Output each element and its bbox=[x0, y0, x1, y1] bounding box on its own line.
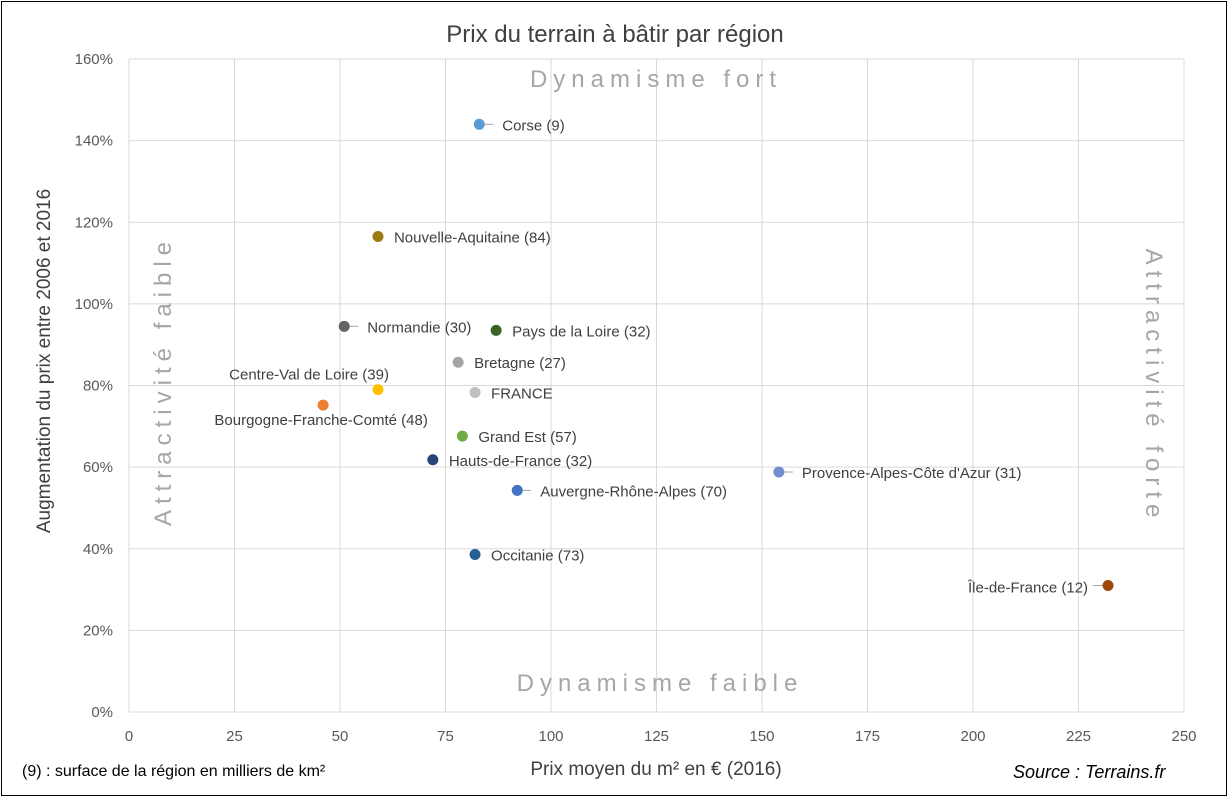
x-tick-label: 125 bbox=[644, 728, 669, 745]
data-label: Centre-Val de Loire (39) bbox=[229, 367, 389, 384]
x-tick-label: 200 bbox=[960, 728, 985, 745]
data-label: FRANCE bbox=[491, 385, 553, 402]
data-label: Occitanie (73) bbox=[491, 547, 584, 564]
y-tick-label: 40% bbox=[83, 541, 113, 558]
x-tick-label: 150 bbox=[749, 728, 774, 745]
y-tick-label: 80% bbox=[83, 378, 113, 395]
data-point bbox=[773, 466, 785, 478]
quadrant-label-bottom: Dynamisme faible bbox=[517, 670, 804, 697]
x-tick-label: 175 bbox=[855, 728, 880, 745]
x-tick-label: 250 bbox=[1171, 728, 1196, 745]
x-tick-label: 75 bbox=[437, 728, 454, 745]
y-tick-label: 140% bbox=[75, 133, 113, 150]
data-label: Bretagne (27) bbox=[474, 355, 566, 372]
x-tick-label: 225 bbox=[1066, 728, 1091, 745]
data-point bbox=[452, 356, 464, 368]
data-label: Pays de la Loire (32) bbox=[512, 323, 650, 340]
y-axis-label: Augmentation du prix entre 2006 et 2016 bbox=[34, 189, 55, 533]
quadrant-label-left: Attractivité faible bbox=[150, 236, 177, 526]
quadrant-label-right: Attractivité forte bbox=[1140, 249, 1167, 524]
y-tick-label: 0% bbox=[91, 704, 113, 721]
x-tick-label: 0 bbox=[125, 728, 133, 745]
source-credit: Source : Terrains.fr bbox=[1013, 762, 1166, 782]
data-point bbox=[427, 454, 439, 466]
data-label: Hauts-de-France (32) bbox=[449, 453, 592, 470]
data-point bbox=[456, 430, 468, 442]
footnote: (9) : surface de la région en milliers d… bbox=[22, 763, 326, 780]
x-tick-label: 100 bbox=[538, 728, 563, 745]
data-point bbox=[372, 231, 384, 243]
y-tick-label: 160% bbox=[75, 51, 113, 68]
data-label: Bourgogne-Franche-Comté (48) bbox=[214, 412, 427, 429]
data-label: Auvergne-Rhône-Alpes (70) bbox=[540, 483, 727, 500]
data-point bbox=[338, 320, 350, 332]
data-label: Grand Est (57) bbox=[478, 429, 576, 446]
y-tick-label: 120% bbox=[75, 214, 113, 231]
x-tick-label: 25 bbox=[226, 728, 243, 745]
data-point bbox=[317, 399, 329, 411]
data-point bbox=[372, 384, 384, 396]
data-label: Île-de-France (12) bbox=[967, 579, 1088, 596]
data-label: Provence-Alpes-Côte d'Azur (31) bbox=[802, 465, 1022, 482]
data-label: Normandie (30) bbox=[367, 319, 471, 336]
data-point bbox=[490, 324, 502, 336]
data-point bbox=[469, 548, 481, 560]
chart-title: Prix du terrain à bâtir par région bbox=[446, 21, 784, 48]
data-label: Nouvelle-Aquitaine (84) bbox=[394, 230, 551, 247]
y-tick-label: 20% bbox=[83, 622, 113, 639]
y-tick-label: 60% bbox=[83, 459, 113, 476]
data-point bbox=[1102, 579, 1114, 591]
quadrant-label-top: Dynamisme fort bbox=[530, 66, 782, 93]
y-tick-label: 100% bbox=[75, 296, 113, 313]
data-label: Corse (9) bbox=[502, 117, 565, 134]
x-axis-label: Prix moyen du m² en € (2016) bbox=[530, 759, 781, 780]
data-point bbox=[473, 118, 485, 130]
x-tick-label: 50 bbox=[332, 728, 349, 745]
data-point bbox=[469, 386, 481, 398]
data-point bbox=[511, 484, 523, 496]
